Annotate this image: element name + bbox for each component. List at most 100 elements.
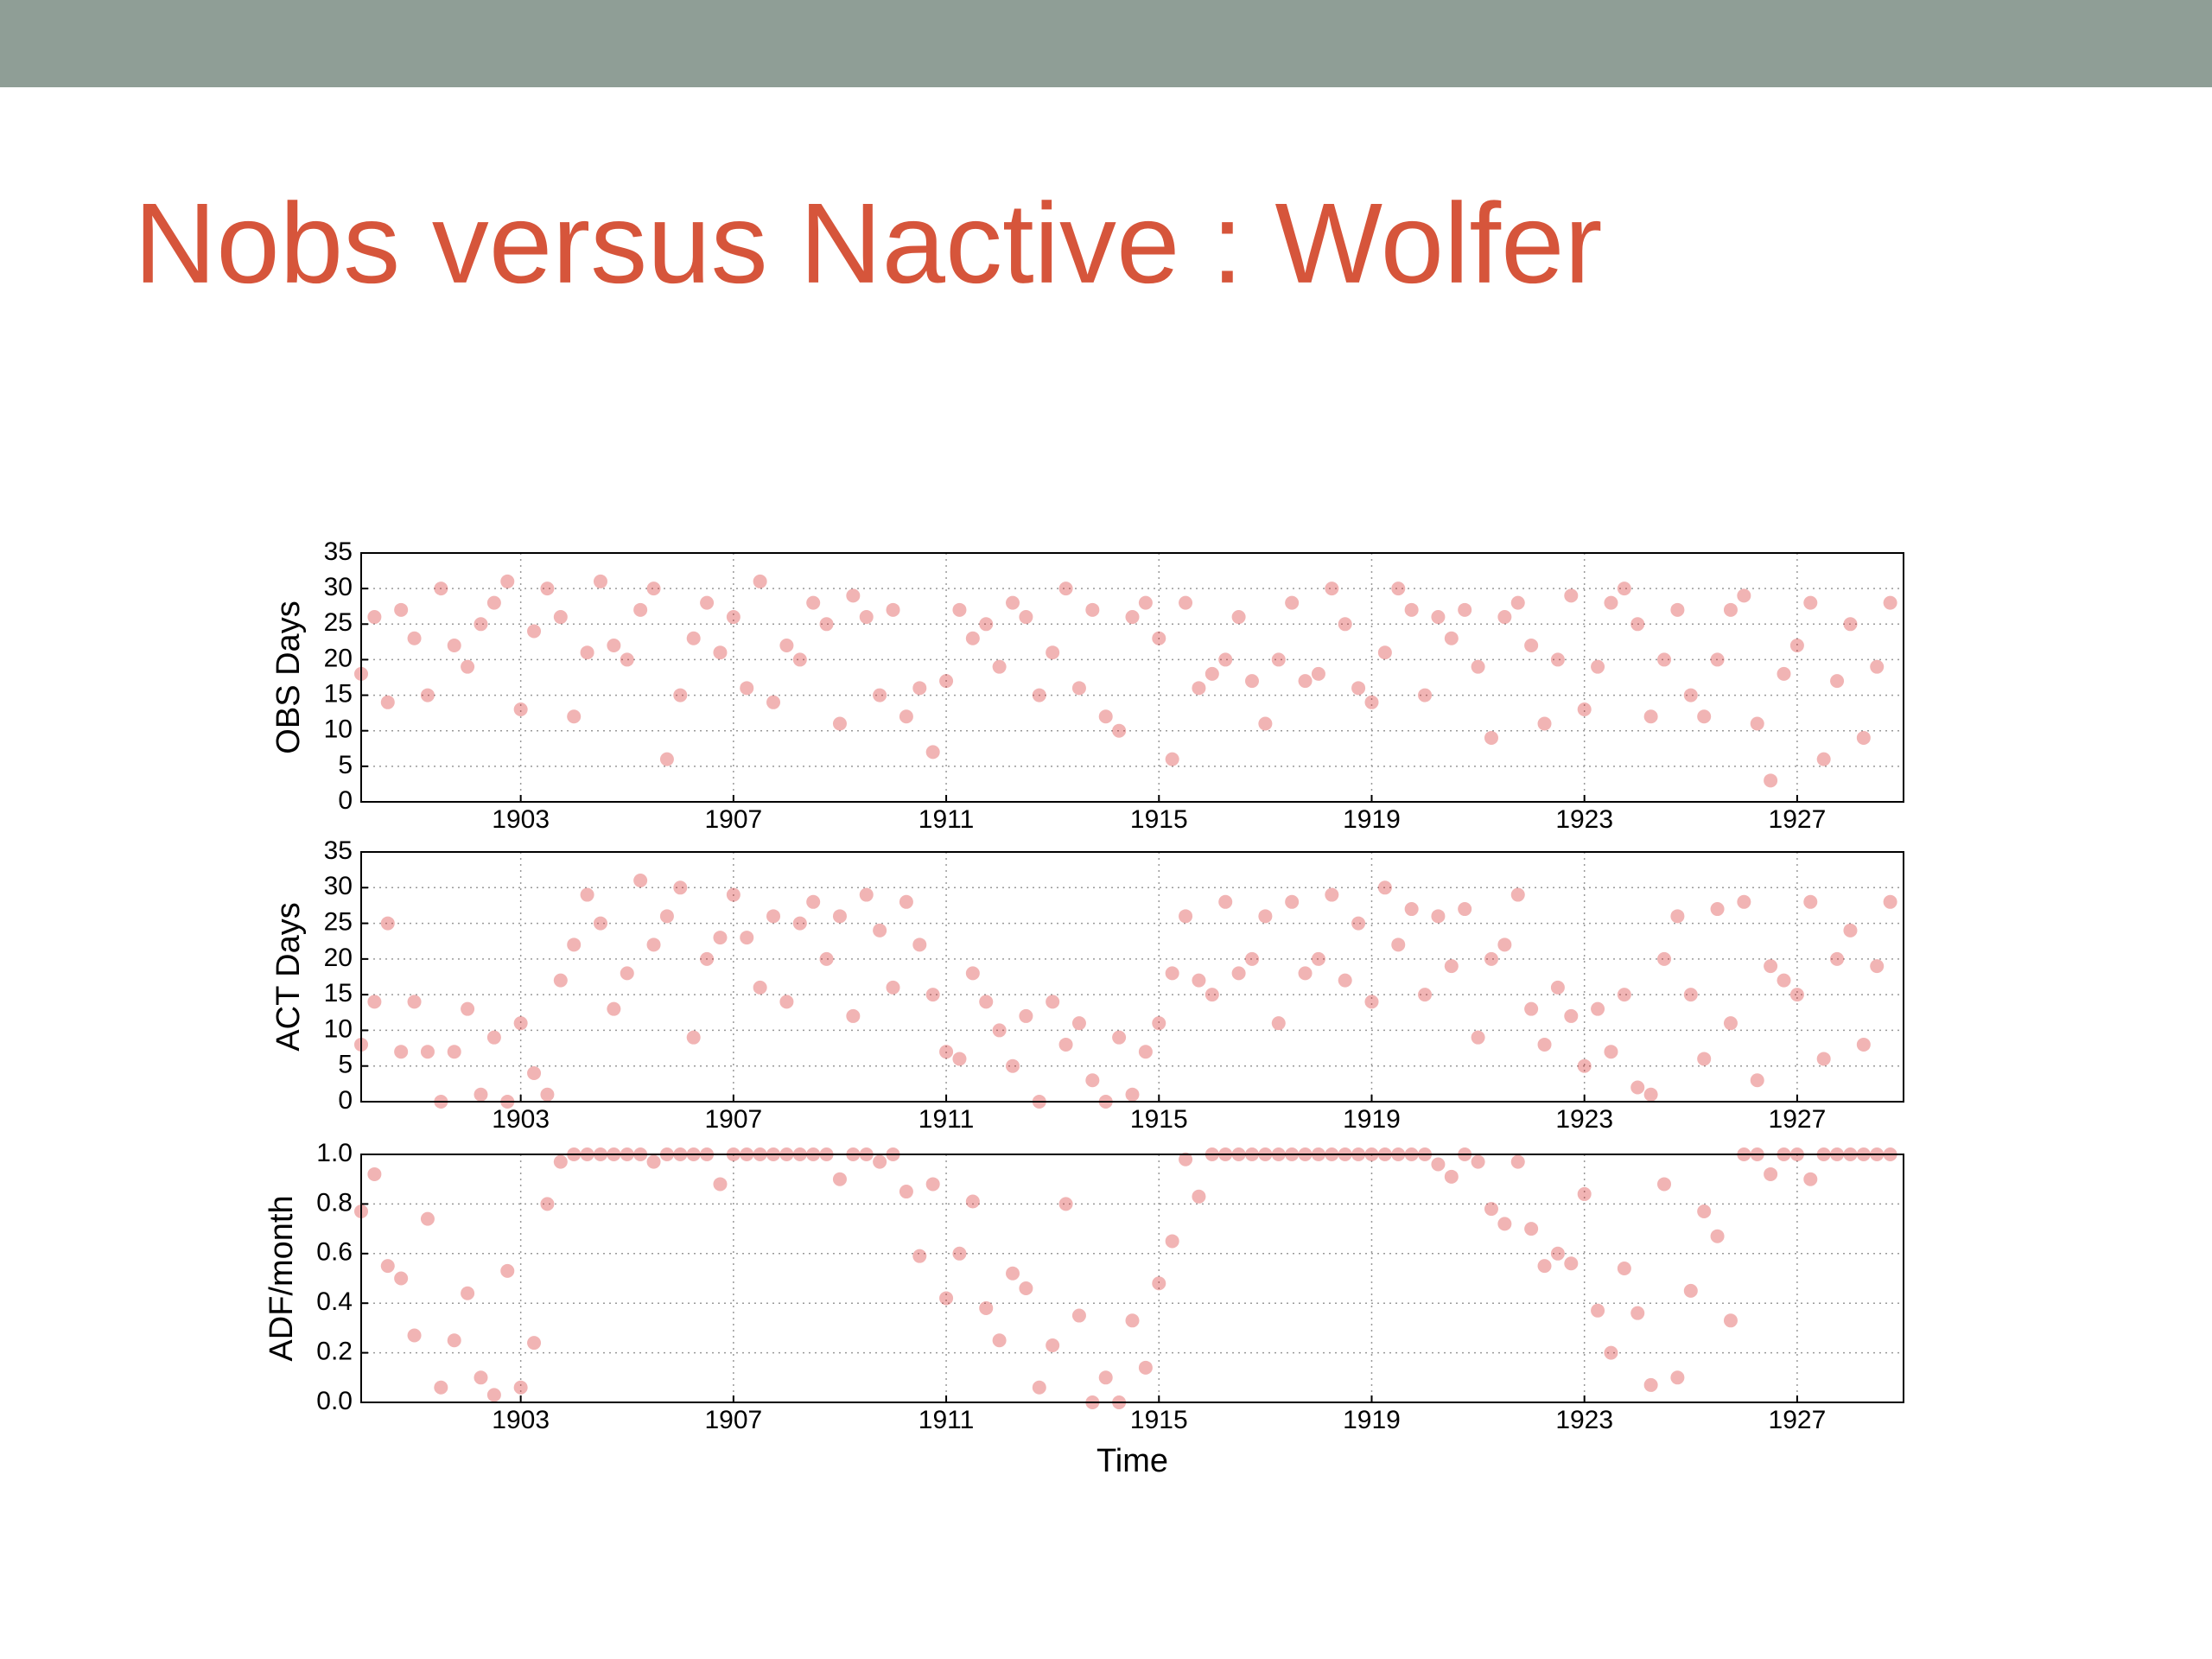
point [1058,582,1073,596]
point [1325,887,1339,902]
point [1418,688,1433,702]
point [527,1336,542,1351]
point [1737,894,1751,909]
point [1205,988,1219,1002]
point [1830,951,1845,966]
point [1657,1177,1672,1192]
point [912,938,927,952]
point [1325,582,1339,596]
point [567,938,582,952]
point [367,1166,382,1181]
point [486,1388,501,1402]
point [659,909,674,924]
point [779,995,794,1009]
point [1843,617,1858,632]
point [673,688,688,702]
x-tick-label: 1923 [1555,1105,1613,1134]
point [1179,595,1193,610]
y-tick-label: 20 [324,644,353,672]
x-tick-label: 1927 [1769,1406,1827,1434]
point [1138,1360,1153,1375]
point [939,674,954,689]
point [1723,1016,1738,1031]
point [1192,681,1206,696]
point [367,995,382,1009]
y-tick-label: 15 [324,979,353,1007]
point [1458,902,1472,917]
point [1497,1217,1512,1231]
point [1630,1306,1645,1320]
point [952,1052,967,1066]
point [819,617,834,632]
point [1019,610,1033,625]
y-tick-label: 35 [324,537,353,566]
point [1604,595,1618,610]
point [1777,666,1791,681]
point [553,1154,568,1169]
point [859,887,874,902]
point [1165,752,1179,766]
y-tick-label: 30 [324,573,353,601]
y-tick-label: 25 [324,608,353,637]
point [1870,659,1885,674]
point [1444,631,1459,645]
x-tick-label: 1907 [704,805,762,834]
point [1311,666,1325,681]
point [1298,966,1313,981]
point [1338,617,1352,632]
point [846,1008,861,1023]
point [979,1300,994,1315]
point [925,745,940,760]
point [912,681,927,696]
point [1550,980,1565,995]
point [1723,1313,1738,1328]
point [1046,995,1060,1009]
point [1670,1370,1685,1385]
point [939,1291,954,1306]
y-tick-label: 0 [338,786,353,815]
point [740,681,754,696]
y-tick-label: 5 [338,1051,353,1079]
point [686,1030,701,1045]
point [899,894,913,909]
x-tick-label: 1919 [1343,805,1401,834]
point [1404,602,1419,617]
point [513,1016,528,1031]
point [806,595,821,610]
point [1737,588,1751,603]
y-tick-label: 0.6 [316,1238,353,1267]
point [659,752,674,766]
point [394,1271,409,1286]
point [1019,1281,1033,1295]
point [1431,909,1446,924]
point [1484,730,1498,745]
x-axis-label: Time [1096,1443,1168,1479]
x-tick-label: 1915 [1130,1105,1188,1134]
point [1218,652,1233,667]
point [1138,595,1153,610]
point [1883,894,1897,909]
point [726,887,741,902]
point [580,645,594,660]
point [1550,652,1565,667]
point [1830,674,1845,689]
point [713,931,728,945]
point [1006,595,1020,610]
point [700,951,715,966]
point [1058,1037,1073,1052]
point [1165,1234,1179,1249]
point [766,909,781,924]
point [1683,688,1698,702]
point [992,659,1007,674]
point [700,595,715,610]
point [952,602,967,617]
point [607,638,621,652]
point [1458,602,1472,617]
x-tick-label: 1919 [1343,1406,1401,1434]
point [1431,1157,1446,1172]
point [474,1370,488,1385]
point [1098,1370,1113,1385]
point [474,1087,488,1102]
point [1577,702,1592,717]
